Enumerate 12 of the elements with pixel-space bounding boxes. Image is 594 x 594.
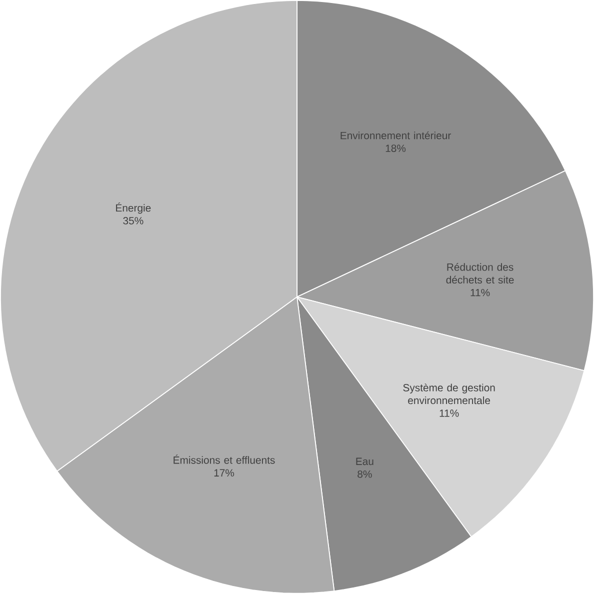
data-label: 35% bbox=[123, 217, 144, 225]
data-label: 11% bbox=[440, 410, 459, 417]
slice-label: Réduction des déchets et site bbox=[446, 263, 514, 284]
data-label: 8% bbox=[358, 470, 372, 478]
slice-label: Système de gestion environnementale bbox=[403, 384, 495, 404]
data-label: 11% bbox=[470, 289, 490, 296]
slice-label: Environnement intérieur bbox=[340, 132, 451, 140]
data-label: 18% bbox=[386, 144, 406, 152]
data-label: 17% bbox=[214, 469, 234, 477]
slice-label: Émissions et effluents bbox=[174, 454, 275, 464]
slice-label: Eau bbox=[356, 458, 374, 466]
slice-label: Énergie bbox=[116, 202, 151, 214]
